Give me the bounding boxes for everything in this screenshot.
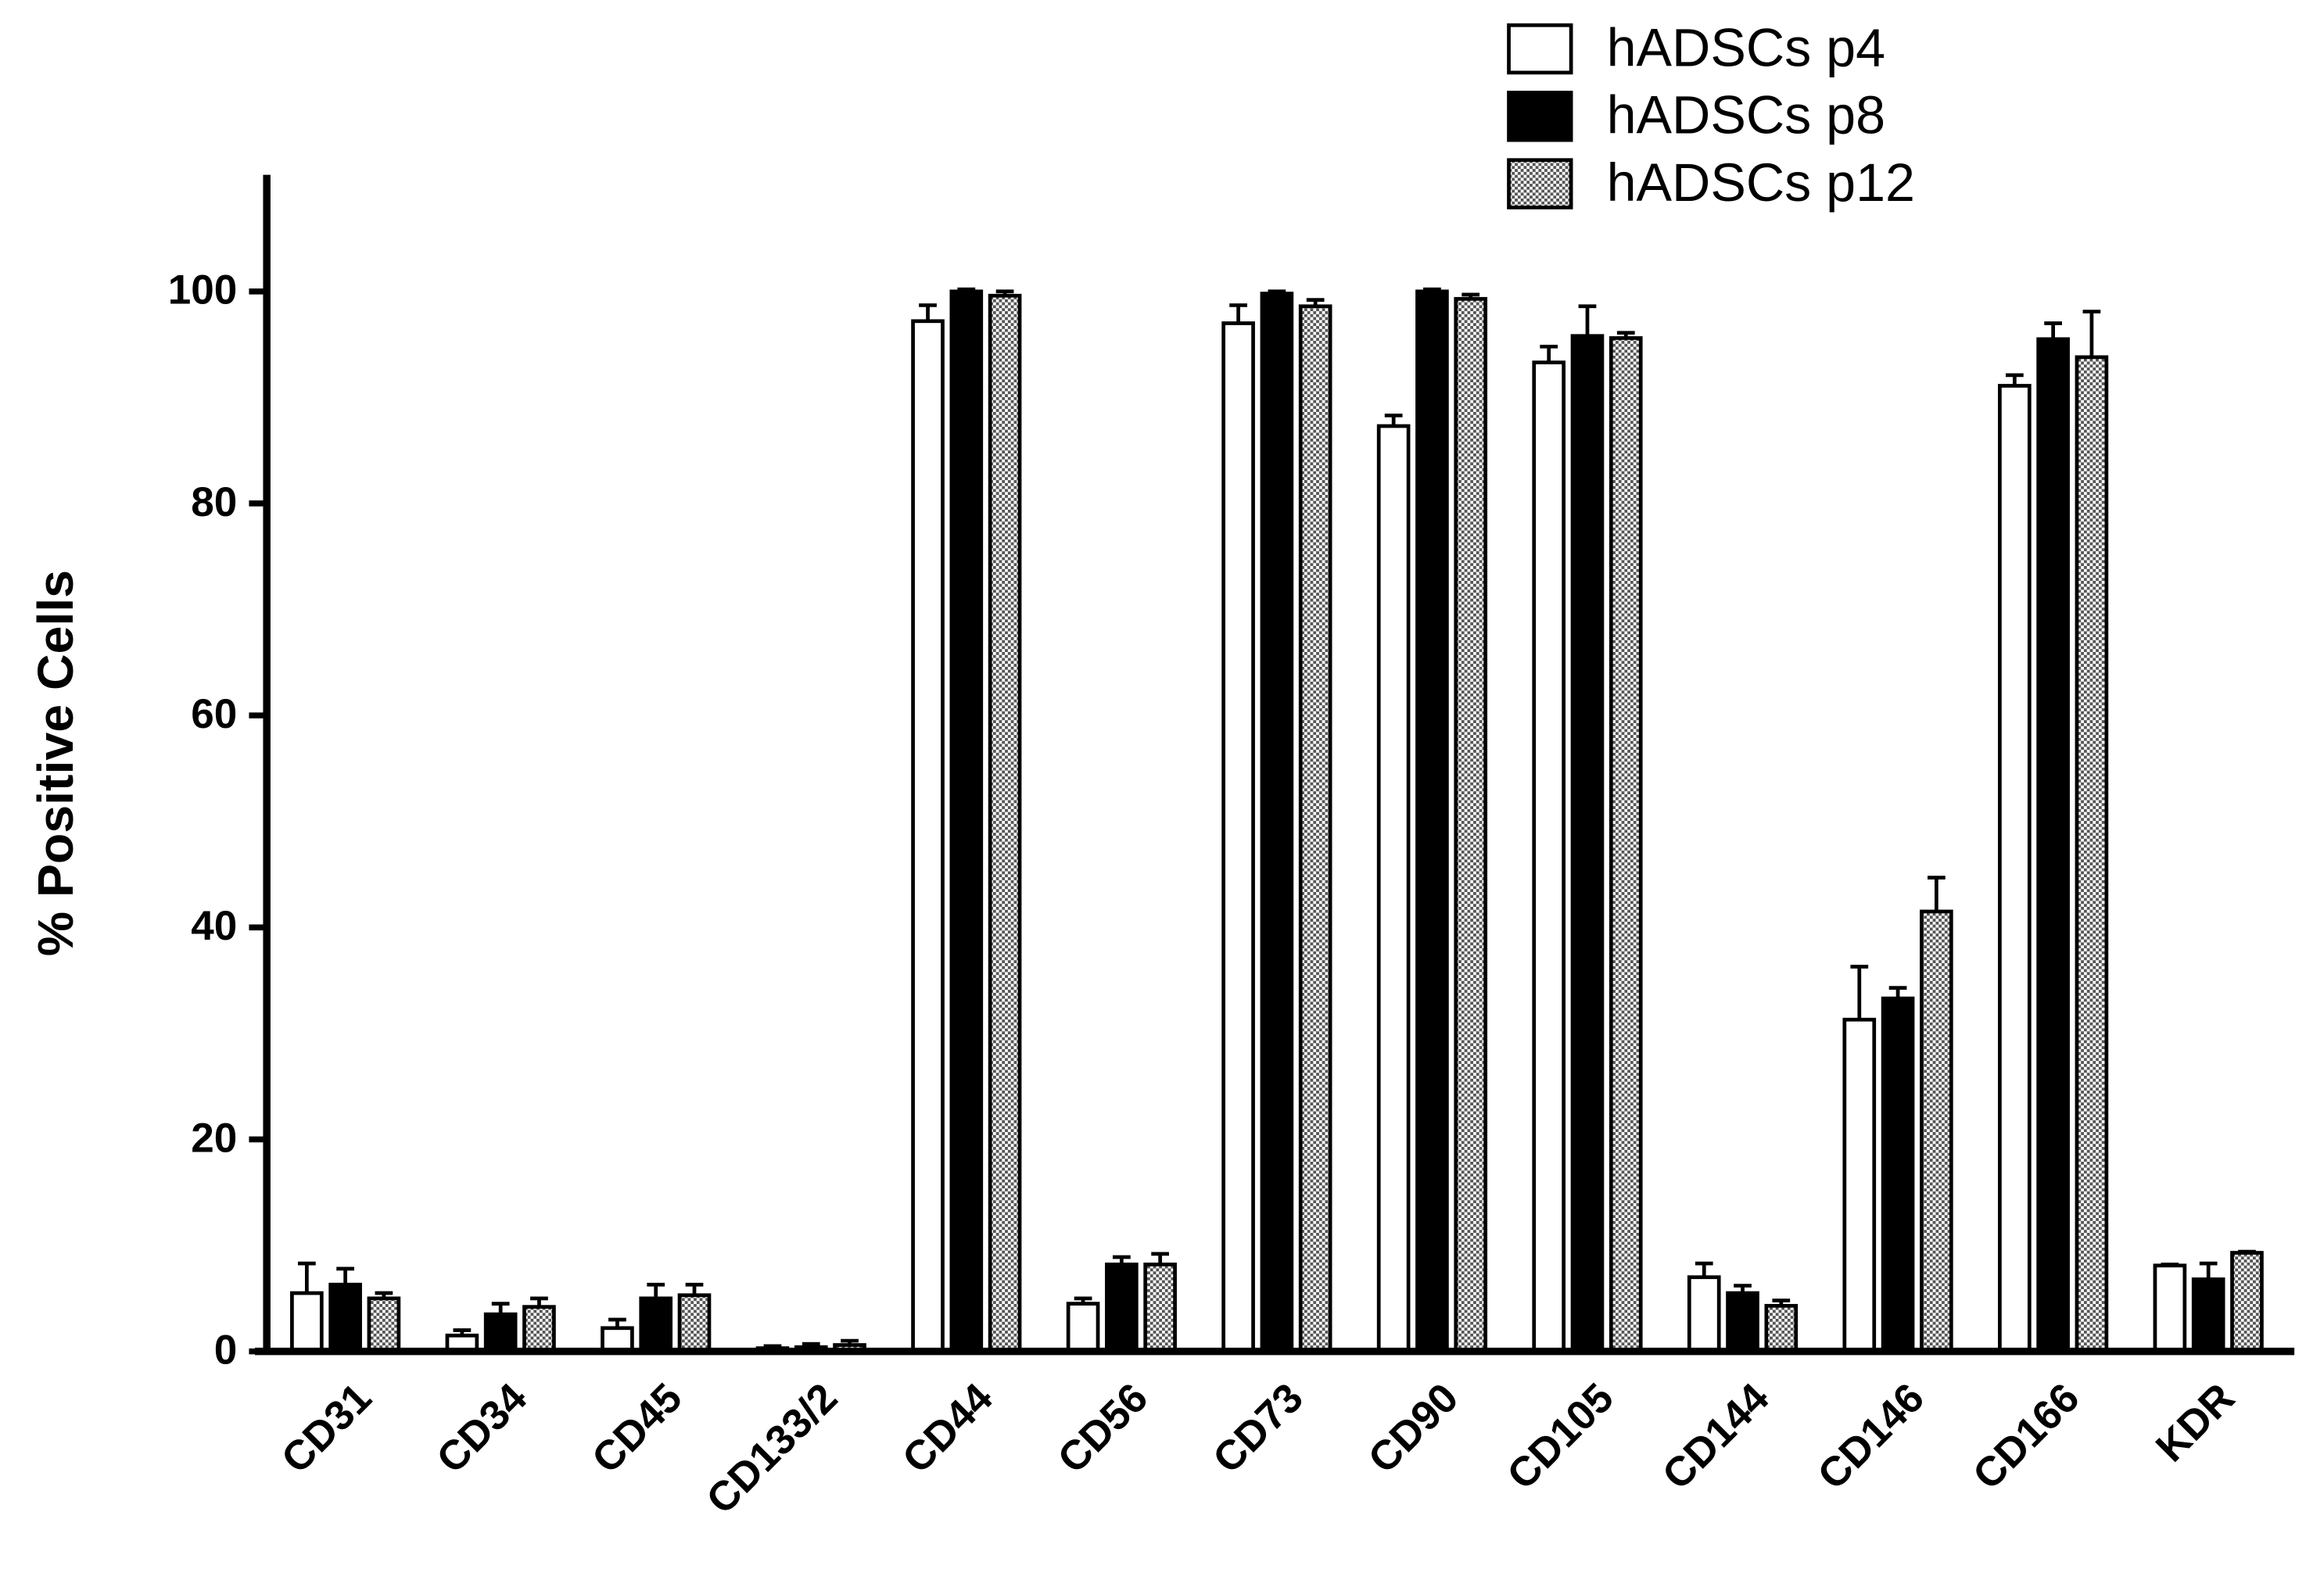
bar: [1726, 1291, 1759, 1353]
bar: [639, 1296, 673, 1353]
legend-label: hADSCs p12: [1607, 153, 1915, 213]
bar: [1998, 384, 2032, 1353]
bar: [1298, 304, 1332, 1353]
bar: [2230, 1251, 2264, 1353]
bar: [483, 1312, 518, 1353]
bar: [1532, 360, 1566, 1353]
y-tick-label: 0: [214, 1327, 238, 1374]
bar: [1143, 1263, 1177, 1353]
x-tick-label: CD166: [1964, 1374, 2089, 1499]
x-tick-label: CD31: [273, 1374, 381, 1482]
bar: [1842, 1017, 1877, 1353]
bar: [1221, 321, 1255, 1353]
legend-label: hADSCs p4: [1607, 18, 1885, 77]
bar: [2036, 337, 2070, 1353]
legend-label: hADSCs p8: [1607, 86, 1885, 145]
x-tick-label: CD45: [583, 1374, 691, 1482]
bar: [1066, 1302, 1100, 1353]
bar: [1415, 289, 1449, 1353]
bar: [1687, 1275, 1721, 1353]
bar: [2075, 355, 2109, 1353]
x-tick-label: CD73: [1204, 1374, 1312, 1482]
x-tick-label: CD144: [1654, 1374, 1778, 1499]
bar: [911, 319, 945, 1353]
x-tick-label: KDR: [2147, 1374, 2243, 1471]
x-tick-label: CD146: [1809, 1374, 1933, 1499]
bar: [2191, 1277, 2225, 1353]
y-tick-label: 80: [191, 479, 237, 525]
legend-swatch: [1507, 158, 1573, 210]
bar: [1260, 292, 1294, 1353]
x-tick-label: CD34: [428, 1374, 536, 1482]
y-tick-label: 60: [191, 691, 237, 737]
x-tick-label: CD105: [1498, 1374, 1623, 1499]
y-tick-label: 40: [191, 903, 237, 949]
legend-swatch: [1507, 91, 1573, 142]
bar: [522, 1305, 556, 1353]
y-tick-label: 100: [168, 267, 238, 313]
y-axis-label: % Positive Cells: [27, 570, 84, 956]
bar: [328, 1282, 362, 1353]
bar: [988, 293, 1022, 1353]
bar: [1764, 1303, 1799, 1353]
x-tick-label: CD44: [894, 1374, 1002, 1482]
legend-swatch: [1507, 23, 1573, 75]
bar: [1609, 336, 1643, 1353]
bar: [2153, 1263, 2187, 1353]
bar: [949, 289, 984, 1353]
x-tick-label: CD133/2: [698, 1374, 846, 1523]
bar: [1454, 296, 1488, 1353]
bar: [367, 1296, 401, 1353]
bar: [1881, 996, 1915, 1353]
bar: [1570, 334, 1605, 1353]
bar: [1105, 1263, 1139, 1353]
bar: [290, 1291, 324, 1353]
y-tick-label: 20: [191, 1115, 237, 1161]
bar: [1376, 424, 1411, 1353]
bar: [677, 1293, 712, 1353]
x-tick-label: CD90: [1360, 1374, 1468, 1482]
bar: [1920, 909, 1953, 1353]
x-tick-label: CD56: [1049, 1374, 1157, 1482]
